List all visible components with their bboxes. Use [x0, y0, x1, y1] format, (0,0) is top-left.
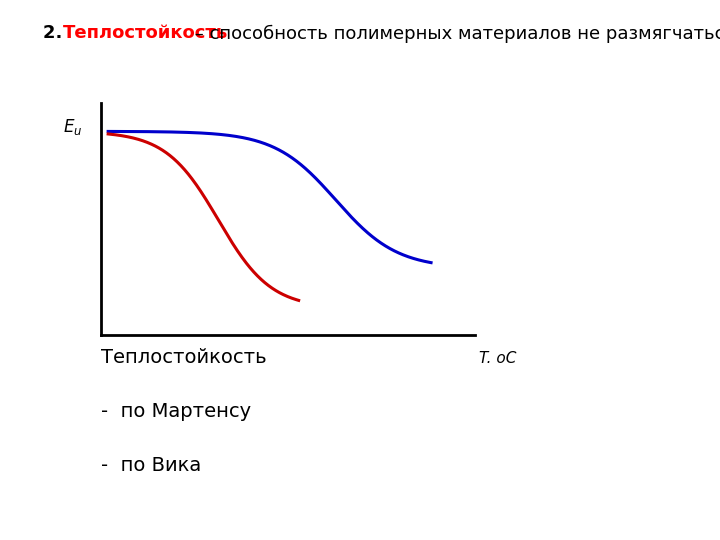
Text: Теплостойкость: Теплостойкость — [63, 24, 229, 42]
Text: 2.: 2. — [43, 24, 69, 42]
Text: $E_u$: $E_u$ — [63, 117, 83, 137]
Text: -  по Мартенсу: - по Мартенсу — [101, 402, 251, 421]
Text: T. оС: T. оС — [479, 351, 516, 366]
Text: Теплостойкость: Теплостойкость — [101, 348, 266, 367]
Text: – способность полимерных материалов не размягчаться (сохранять жесткость) при по: – способность полимерных материалов не р… — [189, 24, 720, 43]
Text: -  по Вика: - по Вика — [101, 456, 201, 475]
